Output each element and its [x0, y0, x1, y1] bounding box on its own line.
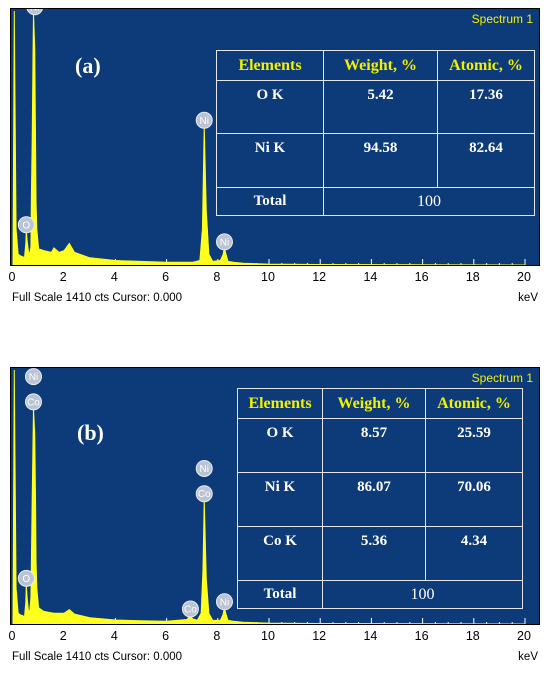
peak-label-text: O [22, 220, 30, 231]
peak-label: Ni [215, 593, 233, 611]
weight-cell: 86.07 [322, 472, 426, 527]
peak-label-text: O [22, 574, 30, 585]
weight-cell: 94.58 [323, 133, 438, 188]
peak-label: Ni [24, 368, 42, 386]
header-weight: Weight, % [323, 50, 438, 81]
peak-label: Co [181, 600, 199, 618]
peak-label-text: Ni [220, 237, 229, 248]
panel-label-a: (a) [75, 53, 101, 78]
atomic-cell: 82.64 [437, 133, 535, 188]
atomic-cell: 70.06 [425, 472, 523, 527]
peak-label: Ni [195, 459, 213, 477]
weight-cell: 8.57 [322, 418, 426, 473]
x-tick-label: 16 [414, 270, 429, 284]
eds-panel-b: Ni Co O Ni Co Co Ni Spectrum 1 (b) Elements We… [8, 367, 540, 667]
peak-label-text: Ni [220, 597, 229, 608]
table-total-row: Total 100 [237, 580, 523, 609]
x-tick-label: 6 [162, 629, 170, 643]
element-cell: Ni K [216, 133, 324, 188]
table-row: Ni K 94.58 82.64 [216, 133, 535, 188]
x-tick-label: 4 [110, 270, 118, 284]
x-tick-label: 8 [213, 270, 221, 284]
header-elements: Elements [216, 50, 324, 81]
table-total-row: Total 100 [216, 187, 535, 216]
x-tick-label: 18 [465, 629, 480, 643]
element-cell: O K [237, 418, 323, 473]
x-tick-label: 16 [414, 629, 429, 643]
x-tick-label: 14 [363, 629, 378, 643]
total-label: Total [237, 580, 323, 609]
x-tick-label: 18 [465, 270, 480, 284]
table-row: O K 5.42 17.36 [216, 80, 535, 134]
x-tick-label: 2 [59, 270, 67, 284]
peak-label-text: Ni [200, 116, 209, 127]
peak-label: Co [195, 485, 213, 503]
peak-label: Ni [26, 9, 43, 16]
x-tick-label: 12 [312, 629, 327, 643]
x-tick-label: 14 [363, 270, 378, 284]
element-cell: O K [216, 80, 324, 134]
atomic-cell: 25.59 [425, 418, 523, 473]
x-tick-label: 20 [517, 270, 531, 284]
x-axis-a: Full Scale 1410 cts Cursor: 0.000 keV 0 2… [8, 266, 540, 308]
spectrum-label-a: Spectrum 1 [471, 12, 533, 26]
total-value: 100 [322, 580, 523, 609]
weight-cell: 5.36 [322, 526, 426, 581]
composition-table-a: Elements Weight, % Atomic, % O K 5.42 17… [216, 50, 535, 216]
spectrum-plot-a: Ni O Ni Ni Spectrum 1 (a) Elements Weight, … [10, 8, 540, 266]
header-weight: Weight, % [322, 388, 426, 419]
peak-label-text: Ni [29, 372, 38, 383]
element-cell: Ni K [237, 472, 323, 527]
peak-label: Ni [215, 233, 233, 251]
x-tick-label: 4 [110, 629, 118, 643]
peak-label: Ni [195, 111, 213, 129]
x-tick-label: 12 [312, 270, 327, 284]
x-axis-b: Full Scale 1410 cts Cursor: 0.000 keV 0 2… [8, 625, 540, 667]
x-axis-unit-a: keV [518, 292, 538, 304]
peak-label-text: Ni [200, 464, 209, 475]
atomic-cell: 4.34 [425, 526, 523, 581]
atomic-cell: 17.36 [437, 80, 535, 134]
peak-label-text: Ni [30, 9, 39, 13]
peak-label-text: Co [198, 489, 211, 500]
peak-label: O [17, 569, 35, 587]
composition-table-b: Elements Weight, % Atomic, % O K 8.57 25… [237, 388, 523, 609]
element-cell: Co K [237, 526, 323, 581]
eds-panel-a: Ni O Ni Ni Spectrum 1 (a) Elements Weight, … [8, 8, 540, 308]
spectrum-svg-b: Ni Co O Ni Co Co Ni [12, 368, 526, 624]
header-atomic: Atomic, % [425, 388, 523, 419]
spectrum-svg-a: Ni O Ni Ni [12, 9, 526, 265]
x-tick-label: 10 [261, 270, 275, 284]
header-atomic: Atomic, % [437, 50, 535, 81]
x-tick-label: 0 [8, 270, 16, 284]
total-value: 100 [323, 187, 535, 216]
weight-cell: 5.42 [323, 80, 438, 134]
x-tick-label: 6 [162, 270, 170, 284]
spectrum-plot-b: Ni Co O Ni Co Co Ni Spectrum 1 (b) Elements We… [10, 367, 540, 625]
x-tick-label: 8 [213, 629, 221, 643]
spectrum-label-b: Spectrum 1 [471, 371, 533, 385]
x-tick-label: 10 [261, 629, 275, 643]
footer-scale-b: Full Scale 1410 cts Cursor: 0.000 [12, 651, 183, 663]
peak-label-text: Co [27, 397, 40, 408]
header-elements: Elements [237, 388, 323, 419]
table-row: Ni K 86.07 70.06 [237, 472, 523, 527]
x-tick-label: 2 [59, 629, 67, 643]
table-row: Co K 5.36 4.34 [237, 526, 523, 581]
total-label: Total [216, 187, 324, 216]
x-axis-unit-b: keV [518, 651, 538, 663]
peak-label-text: Co [184, 604, 197, 615]
peak-label: Co [24, 393, 42, 411]
panel-label-b: (b) [77, 420, 104, 445]
table-header-row: Elements Weight, % Atomic, % [237, 388, 523, 419]
table-row: O K 8.57 25.59 [237, 418, 523, 473]
x-tick-label: 20 [517, 629, 531, 643]
footer-scale-a: Full Scale 1410 cts Cursor: 0.000 [12, 292, 183, 304]
peak-label: O [17, 216, 35, 234]
table-header-row: Elements Weight, % Atomic, % [216, 50, 535, 81]
x-tick-label: 0 [8, 629, 16, 643]
